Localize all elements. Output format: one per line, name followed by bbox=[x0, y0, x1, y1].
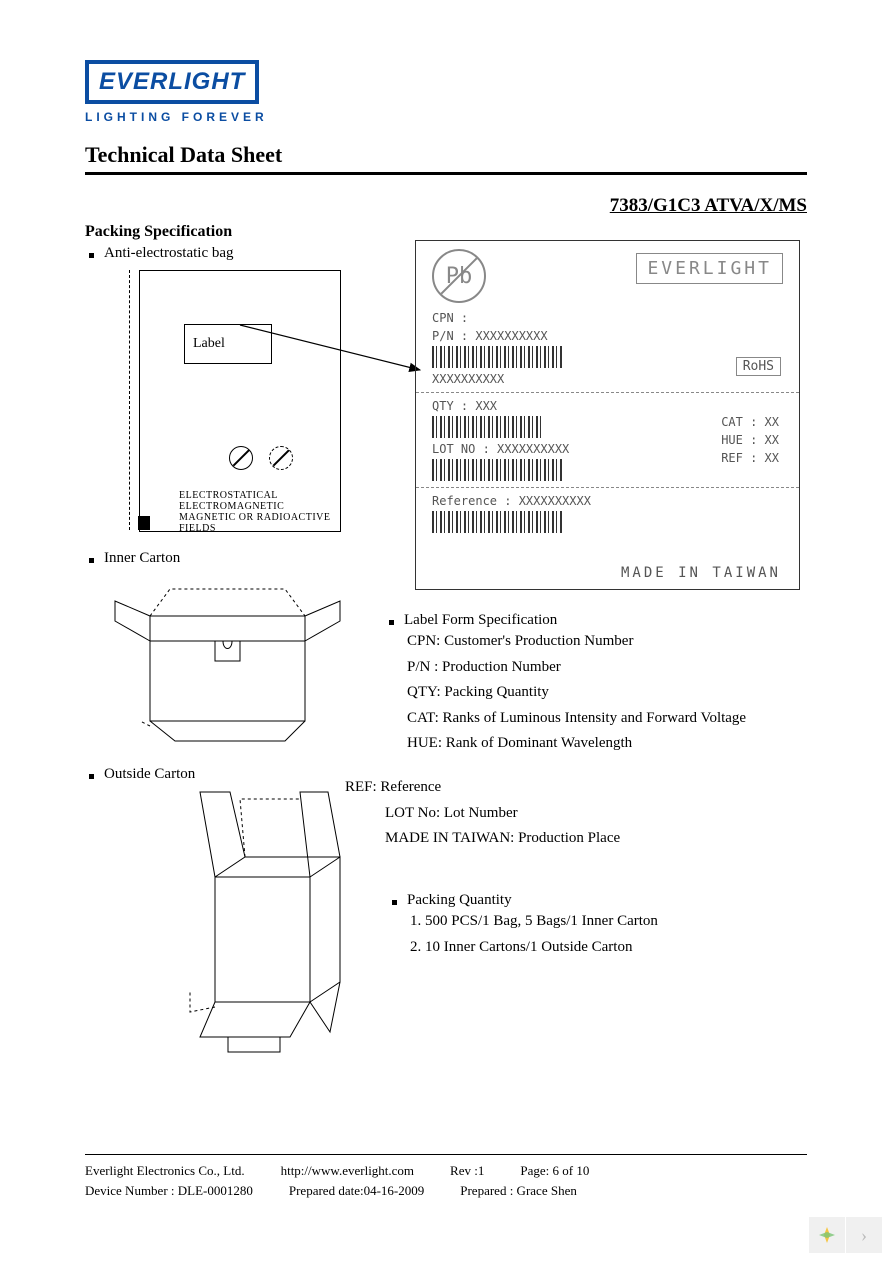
packing-qty-block: Packing Quantity 1. 500 PCS/1 Bag, 5 Bag… bbox=[388, 890, 808, 960]
spec-pn: P/N : Production Number bbox=[407, 655, 805, 681]
bullet-icon bbox=[89, 558, 94, 563]
spec-hue: HUE: Rank of Dominant Wavelength bbox=[407, 731, 805, 757]
footer-url: http://www.everlight.com bbox=[281, 1163, 414, 1179]
bag-label-box: Label bbox=[184, 324, 272, 364]
bag-diagram: Label ELECTROSTATICAL ELECTROMAGNETIC MA… bbox=[119, 266, 339, 536]
packing-qty-1: 1. 500 PCS/1 Bag, 5 Bags/1 Inner Carton bbox=[410, 909, 808, 935]
label-form-spec-block: Label Form Specification CPN: Customer's… bbox=[385, 610, 805, 757]
label-cat: CAT : XX bbox=[721, 413, 779, 431]
bullet-icon bbox=[392, 900, 397, 905]
label-brand: EVERLIGHT bbox=[636, 253, 783, 284]
barcode-icon bbox=[432, 459, 562, 481]
label-qty: QTY : XXX bbox=[432, 399, 783, 413]
footer-page: Page: 6 of 10 bbox=[520, 1163, 589, 1179]
bag-warning-text: ELECTROSTATICAL ELECTROMAGNETIC MAGNETIC… bbox=[179, 490, 339, 534]
label-pn-below: XXXXXXXXXX bbox=[432, 372, 783, 386]
label-ref: REF : XX bbox=[721, 449, 779, 467]
barcode-icon bbox=[432, 416, 542, 438]
bag-heading: Anti-electrostatic bag bbox=[104, 245, 234, 262]
packing-qty-2: 2. 10 Inner Cartons/1 Outside Carton bbox=[410, 935, 808, 961]
part-number: 7383/G1C3 ATVA/X/MS bbox=[85, 195, 807, 217]
title-rule bbox=[85, 172, 807, 175]
spec-cat: CAT: Ranks of Luminous Intensity and For… bbox=[407, 706, 805, 732]
packing-spec-heading: Packing Specification bbox=[85, 223, 807, 241]
footer-device: Device Number : DLE-0001280 bbox=[85, 1183, 253, 1199]
brand-tagline: Lighting Forever bbox=[85, 110, 807, 124]
esd-icon bbox=[229, 446, 253, 470]
outside-carton-heading: Outside Carton bbox=[104, 766, 195, 783]
pb-free-icon: Pb bbox=[432, 249, 486, 303]
label-reference: Reference : XXXXXXXXXX bbox=[432, 494, 783, 508]
label-hue: HUE : XX bbox=[721, 431, 779, 449]
barcode-icon bbox=[432, 346, 562, 368]
ref-block: REF: Reference LOT No: Lot Number MADE I… bbox=[345, 775, 620, 852]
barcode-icon bbox=[432, 511, 562, 533]
label-right-column: CAT : XX HUE : XX REF : XX bbox=[721, 413, 779, 467]
document-title: Technical Data Sheet bbox=[85, 142, 807, 168]
label-cpn: CPN : bbox=[432, 311, 783, 325]
footer: Everlight Electronics Co., Ltd. http://w… bbox=[85, 1146, 807, 1203]
footer-rev: Rev :1 bbox=[450, 1163, 484, 1179]
page: EVERLIGHT Lighting Forever Technical Dat… bbox=[0, 0, 892, 1263]
footer-company: Everlight Electronics Co., Ltd. bbox=[85, 1163, 245, 1179]
footer-rule bbox=[85, 1154, 807, 1155]
spec-mit: MADE IN TAIWAN: Production Place bbox=[385, 826, 620, 852]
label-mit: MADE IN TAIWAN bbox=[621, 565, 781, 581]
footer-date: Prepared date:04-16-2009 bbox=[289, 1183, 424, 1199]
spec-cpn: CPN: Customer's Production Number bbox=[407, 629, 805, 655]
rohs-badge: RoHS bbox=[736, 357, 781, 376]
footer-prepared-by: Prepared : Grace Shen bbox=[460, 1183, 577, 1199]
brand-logo: EVERLIGHT bbox=[85, 60, 259, 104]
content-area: Anti-electrostatic bag Label ELECTROSTAT… bbox=[85, 245, 807, 1072]
label-form-spec-title: Label Form Specification bbox=[404, 612, 557, 629]
bullet-icon bbox=[89, 774, 94, 779]
bullet-icon bbox=[89, 253, 94, 258]
spec-lot: LOT No: Lot Number bbox=[385, 801, 620, 827]
bullet-icon bbox=[389, 620, 394, 625]
corner-widget: › bbox=[808, 1217, 882, 1253]
spec-qty: QTY: Packing Quantity bbox=[407, 680, 805, 706]
widget-logo-icon[interactable] bbox=[809, 1217, 845, 1253]
recycle-icon bbox=[269, 446, 293, 470]
inner-carton-heading: Inner Carton bbox=[104, 550, 180, 567]
packing-qty-title: Packing Quantity bbox=[407, 892, 512, 909]
inner-carton-diagram bbox=[95, 571, 355, 751]
logo-block: EVERLIGHT Lighting Forever bbox=[85, 60, 807, 124]
label-pn: P/N : XXXXXXXXXX bbox=[432, 329, 783, 343]
label-specimen: Pb EVERLIGHT RoHS CPN : P/N : XXXXXXXXXX… bbox=[415, 240, 800, 590]
widget-next-icon[interactable]: › bbox=[846, 1217, 882, 1253]
spec-ref: REF: Reference bbox=[345, 775, 620, 801]
